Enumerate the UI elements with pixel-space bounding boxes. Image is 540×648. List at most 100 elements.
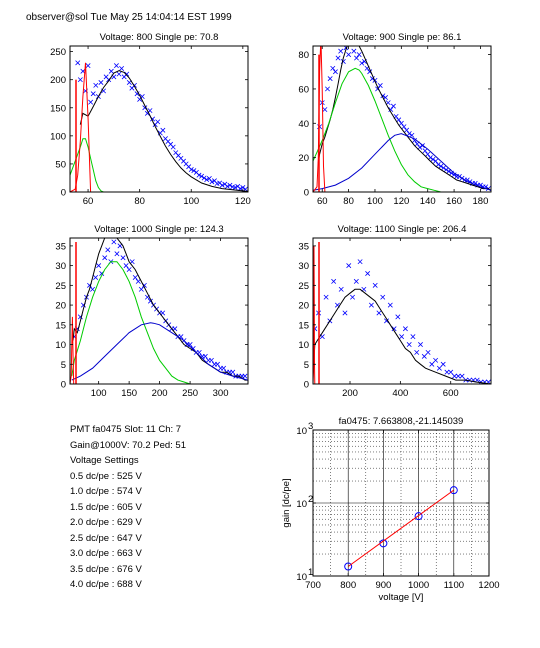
- x-tick-label: 180: [473, 196, 489, 207]
- y-tick-label: 150: [50, 103, 66, 114]
- data-point: [224, 183, 230, 189]
- data-point: [406, 342, 412, 348]
- data-point: [219, 182, 225, 188]
- pmt-info-panel: PMT fa0475 Slot: 11 Ch: 7 Gain@1000V: 70…: [70, 422, 186, 593]
- data-point: [384, 318, 389, 324]
- x-tick-label: 700: [305, 580, 321, 591]
- data-point: [330, 65, 336, 71]
- y-tick-label: 15: [55, 320, 66, 331]
- axes-frame: [69, 45, 249, 193]
- y-tick-exponent: 3: [308, 421, 313, 432]
- data-point: [410, 334, 416, 340]
- data-point: [155, 119, 161, 125]
- data-point: [88, 99, 94, 105]
- y-tick-label: 30: [298, 261, 309, 272]
- data-point: [444, 369, 450, 375]
- y-tick-label: 25: [298, 281, 309, 292]
- data-point: [209, 179, 215, 185]
- data-point: [440, 361, 446, 367]
- y-tick-label: 0: [304, 188, 309, 199]
- data-point: [126, 267, 132, 273]
- data-point: [421, 353, 427, 359]
- voltage-setting: 1.5 dc/pe : 605 V: [70, 501, 142, 513]
- x-tick-label: 1000: [408, 580, 429, 591]
- x-tick-label: 80: [343, 196, 354, 207]
- data-point: [451, 172, 457, 178]
- data-point: [90, 91, 96, 97]
- data-point: [96, 263, 102, 269]
- x-tick-label: 140: [420, 196, 436, 207]
- data-point: [323, 294, 329, 300]
- x-tick-label: 100: [91, 388, 107, 399]
- chart-panel-3: 100 150 200 250 300 0 5 10 15 20 25 30 35 Voltage: 10…: [55, 224, 249, 399]
- data-point: [111, 239, 117, 245]
- data-point: [230, 369, 236, 375]
- data-point: [206, 176, 212, 182]
- data-point: [368, 302, 374, 308]
- y-axis-label: gain [dc/pe]: [281, 478, 292, 527]
- y-tick-label: 0: [304, 380, 309, 391]
- data-point: [429, 361, 435, 367]
- y-tick-label: 60: [298, 84, 309, 95]
- data-point: [401, 124, 407, 130]
- data-point: [338, 286, 344, 292]
- data-point: [134, 91, 140, 97]
- data-point: [365, 271, 371, 276]
- data-point: [452, 373, 457, 379]
- y-tick-exponent: 2: [308, 494, 313, 505]
- chart-data: [313, 46, 491, 192]
- y-tick-label: 10: [55, 340, 66, 351]
- axes-frame: [312, 45, 492, 193]
- data-point: [202, 353, 208, 359]
- x-tick-label: 1200: [478, 580, 499, 591]
- y-tick-label: 200: [50, 75, 66, 86]
- data-point: [422, 148, 428, 154]
- data-point: [448, 369, 454, 375]
- data-point: [353, 278, 359, 284]
- data-point: [221, 365, 227, 371]
- data-point: [327, 76, 333, 82]
- chart-data: [313, 241, 491, 384]
- data-point: [132, 274, 138, 280]
- fit-curve: [70, 316, 75, 384]
- voltage-setting: 2.5 dc/pe : 647 V: [70, 532, 142, 544]
- voltage-settings-title: Voltage Settings: [70, 455, 139, 466]
- data-point: [325, 86, 330, 92]
- x-tick-label: 200: [152, 388, 168, 399]
- fit-curve: [72, 238, 248, 381]
- data-point: [372, 282, 378, 288]
- y-tick-label: 20: [55, 301, 66, 312]
- axes-frame: [312, 237, 492, 385]
- data-point: [433, 357, 439, 363]
- y-tick-label: 0: [61, 380, 66, 391]
- data-point: [350, 294, 356, 300]
- chart-title: fa0475: 7.663808,-21.145039: [339, 416, 464, 427]
- data-point: [138, 286, 144, 292]
- data-point: [402, 326, 408, 332]
- data-point: [357, 259, 363, 265]
- fit-curve: [70, 138, 104, 192]
- data-point: [455, 373, 461, 379]
- y-tick-label: 10: [296, 426, 307, 437]
- data-point: [77, 77, 83, 83]
- y-tick-exponent: 1: [308, 567, 313, 578]
- data-point: [105, 247, 111, 253]
- data-point: [191, 168, 197, 174]
- data-point: [114, 251, 120, 257]
- chart-data: [70, 238, 248, 384]
- chart-title: Voltage: 800 Single pe: 70.8: [100, 32, 219, 43]
- gain-line: Gain@1000V: 70.2 Ped: 51: [70, 439, 186, 451]
- data-point: [108, 68, 114, 74]
- data-point: [438, 163, 444, 169]
- chart-panel-2: 60 80 100 120 140 160 180 0 20 40 60 80 Voltage: 900…: [298, 32, 492, 207]
- data-point: [242, 373, 248, 379]
- fit-curve: [313, 288, 491, 384]
- x-tick-label: 900: [375, 580, 391, 591]
- voltage-setting: 3.0 dc/pe : 663 V: [70, 548, 142, 559]
- data-point: [199, 173, 205, 179]
- y-tick-label: 5: [304, 360, 309, 371]
- data-point: [478, 379, 484, 384]
- data-point: [170, 144, 176, 150]
